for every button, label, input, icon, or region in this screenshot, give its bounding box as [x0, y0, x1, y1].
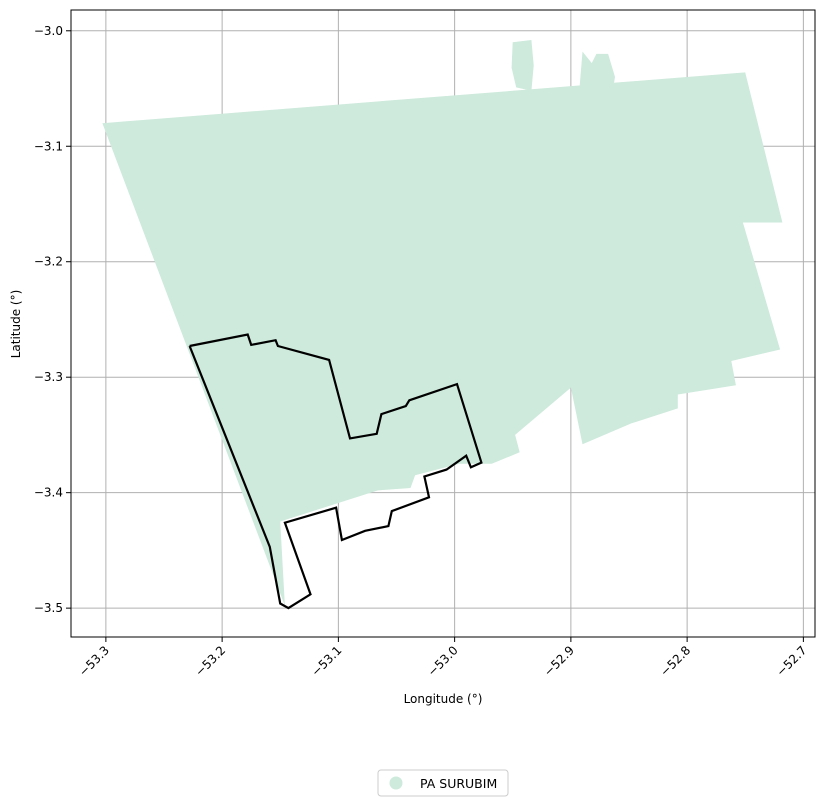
y-tick-label: −3.0 — [34, 24, 63, 38]
settlement-area-fill — [102, 40, 783, 606]
x-tick-label: −52.8 — [657, 643, 693, 679]
plot-frame — [70, 9, 816, 638]
area-polygon — [102, 72, 783, 606]
y-tick-label: −3.2 — [34, 255, 63, 269]
legend-marker-icon — [389, 776, 403, 790]
y-axis-label: Latitude (°) — [9, 290, 23, 359]
x-tick-label: −53.3 — [76, 643, 112, 679]
boundary-line — [188, 333, 483, 610]
legend-box — [377, 769, 509, 797]
y-tick-label: −3.5 — [34, 601, 63, 615]
x-tick-label: −53.1 — [309, 643, 345, 679]
x-tick-label: −52.7 — [774, 643, 810, 679]
x-tick-label: −53.2 — [192, 643, 228, 679]
x-tick-label: −52.9 — [541, 643, 577, 679]
y-tick-label: −3.4 — [34, 486, 63, 500]
y-tick-label: −3.1 — [34, 139, 63, 153]
x-tick-label: −53.0 — [425, 643, 461, 679]
legend-entry-label: PA SURUBIM — [420, 776, 497, 791]
x-axis-label: Longitude (°) — [404, 692, 483, 706]
legend: PA SURUBIM — [377, 769, 509, 797]
area-polygon — [579, 51, 615, 95]
y-tick-label: −3.3 — [34, 370, 63, 384]
area-polygon — [511, 40, 534, 91]
settlement-boundary-outline — [188, 333, 483, 610]
y-axis-ticks: −3.0 −3.1 −3.2 −3.3 −3.4 −3.5 — [34, 24, 71, 615]
x-axis-ticks: −53.3 −53.2 −53.1 −53.0 −52.9 −52.8 −52.7 — [76, 637, 809, 679]
